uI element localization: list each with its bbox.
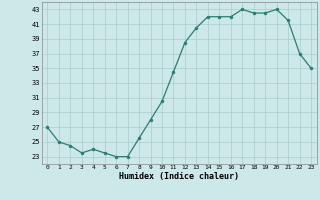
X-axis label: Humidex (Indice chaleur): Humidex (Indice chaleur)	[119, 172, 239, 181]
